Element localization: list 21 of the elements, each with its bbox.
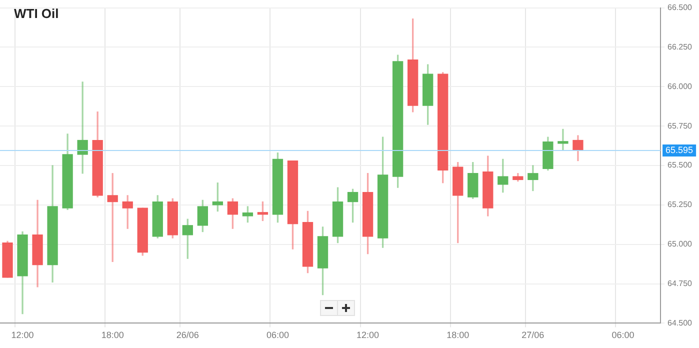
x-tick-label: 26/06 xyxy=(176,330,199,340)
candlestick xyxy=(77,82,88,174)
chart-title: WTI Oil xyxy=(14,6,59,21)
y-tick-label: 65.250 xyxy=(668,200,693,210)
y-tick-label: 66.500 xyxy=(668,3,693,12)
x-tick-label: 27/06 xyxy=(522,330,544,340)
y-tick-label: 65.500 xyxy=(668,160,693,170)
y-tick-label: 65.000 xyxy=(668,240,693,249)
x-tick-label: 18:00 xyxy=(101,330,124,340)
y-tick-label: 66.250 xyxy=(668,42,693,52)
x-tick-label: 12:00 xyxy=(356,330,380,340)
ref-line-label: 65.595 xyxy=(666,145,694,156)
y-tick-label: 65.750 xyxy=(668,121,693,130)
x-tick-label: 06:00 xyxy=(612,330,634,340)
y-tick-label: 64.750 xyxy=(668,278,693,288)
y-tick-label: 66.000 xyxy=(668,82,693,91)
candlestick xyxy=(558,128,568,150)
y-tick-label: 64.500 xyxy=(668,318,693,328)
x-tick-label: 12:00 xyxy=(11,330,34,340)
x-tick-label: 06:00 xyxy=(266,330,289,340)
x-tick-label: 18:00 xyxy=(446,330,470,340)
